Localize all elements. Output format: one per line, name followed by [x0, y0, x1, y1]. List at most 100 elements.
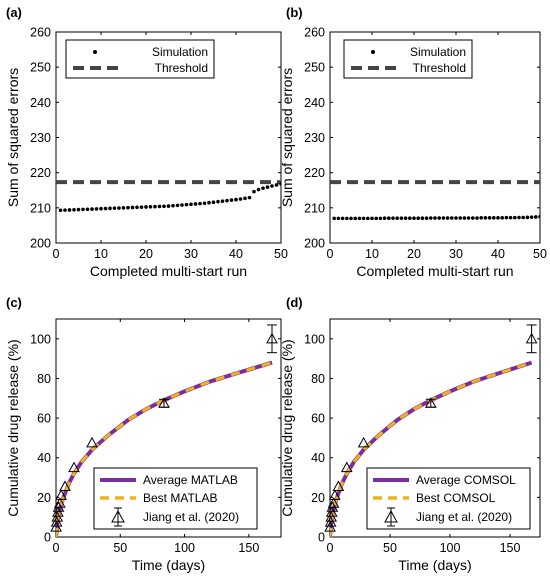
simulation-point: [487, 216, 492, 220]
y-tick-label: 220: [30, 166, 51, 180]
y-axis-label: Sum of squared errors: [5, 68, 21, 207]
x-tick-label: 150: [500, 541, 521, 555]
simulation-point: [256, 187, 261, 192]
simulation-point: [475, 216, 479, 220]
data-triangle: [158, 397, 170, 408]
x-tick-label: 0: [53, 247, 60, 261]
simulation-point: [243, 196, 247, 201]
x-tick-label: 40: [491, 247, 505, 261]
simulation-point: [496, 216, 500, 220]
data-triangle: [55, 489, 67, 500]
simulation-point: [211, 200, 216, 205]
legend-simulation-label: Simulation: [410, 45, 466, 59]
legend-average-label: Average MATLAB: [143, 473, 238, 487]
simulation-point: [76, 207, 81, 212]
simulation-point: [340, 216, 345, 221]
legend-threshold-label: Threshold: [155, 61, 208, 75]
simulation-point: [247, 195, 252, 200]
simulation-point: [521, 215, 525, 220]
simulation-point: [403, 216, 408, 221]
x-axis-label: Time (days): [398, 557, 471, 573]
simulation-point: [193, 202, 198, 206]
simulation-point: [408, 216, 412, 221]
simulation-point: [349, 216, 353, 221]
legend-data-label: Jiang et al. (2020): [143, 510, 239, 524]
panel-c: (c) 0 50 100 150 0 20 40 60 80 100 Time (days) Cumul…: [5, 295, 282, 573]
data-triangle: [68, 461, 80, 473]
simulation-point: [121, 206, 126, 210]
data-triangle: [52, 501, 65, 512]
simulation-point: [525, 215, 530, 220]
simulation-point: [471, 216, 475, 220]
legend-box: [343, 39, 473, 79]
simulation-point: [166, 204, 171, 208]
simulation-point: [483, 216, 488, 220]
legend-triangle-marker: [111, 509, 125, 523]
simulation-point: [126, 205, 130, 210]
simulation-point: [94, 207, 99, 211]
y-tick-label: 40: [311, 451, 325, 465]
simulation-point: [72, 207, 76, 212]
y-tick-label: 260: [30, 26, 51, 40]
simulation-point: [538, 214, 540, 219]
simulation-point: [229, 198, 234, 202]
simulation-point: [180, 203, 184, 207]
simulation-point: [225, 198, 229, 203]
y-tick-label: 100: [304, 332, 325, 346]
data-triangle: [59, 480, 71, 491]
y-axis-label: Cumulative drug release (%): [5, 339, 21, 516]
legend-simulation-marker: [371, 50, 375, 54]
simulation-point: [139, 205, 144, 209]
y-tick-label: 20: [311, 491, 325, 505]
x-axis-label: Time (days): [132, 557, 205, 573]
simulation-point: [504, 215, 509, 220]
simulation-point: [85, 207, 90, 212]
simulation-point: [171, 203, 175, 208]
y-tick-label: 250: [30, 61, 51, 75]
simulation-point: [366, 216, 370, 221]
simulation-point: [207, 200, 211, 205]
x-tick-label: 30: [449, 247, 463, 261]
legend-box: [65, 39, 215, 79]
simulation-point: [517, 215, 521, 220]
y-tick-label: 210: [304, 201, 325, 215]
simulation-point: [336, 216, 341, 221]
y-tick-label: 220: [304, 166, 325, 180]
simulation-point: [261, 186, 265, 190]
simulation-point: [175, 203, 180, 208]
x-tick-label: 50: [383, 541, 397, 555]
simulation-point: [479, 216, 484, 220]
simulation-point: [148, 204, 153, 209]
legend-triangle-marker: [384, 509, 398, 523]
legend-threshold-label: Threshold: [413, 61, 466, 75]
data-triangle: [525, 332, 538, 344]
y-axis-label: Cumulative drug release (%): [279, 339, 295, 516]
simulation-point: [458, 216, 463, 220]
data-triangle: [424, 397, 437, 408]
simulation-point: [234, 197, 238, 202]
y-tick-label: 240: [30, 96, 51, 110]
legend: Simulation Threshold: [65, 39, 215, 79]
y-axis-label: Sum of squared errors: [279, 68, 295, 207]
y-tick-label: 230: [304, 131, 325, 145]
legend-simulation-marker: [93, 50, 97, 54]
y-tick-label: 100: [30, 332, 51, 346]
simulation-point: [198, 201, 202, 206]
simulation-point: [466, 216, 471, 220]
simulation-point: [513, 215, 517, 220]
y-tick-label: 210: [30, 201, 51, 215]
simulation-point: [99, 206, 103, 211]
data-triangle: [86, 436, 98, 448]
legend: Average MATLAB Best MATLAB Jiang et al. (2…: [93, 467, 258, 530]
data-triangle: [332, 480, 345, 491]
x-tick-label: 20: [407, 247, 421, 261]
x-tick-label: 10: [365, 247, 379, 261]
y-tick-label: 80: [311, 372, 325, 386]
simulation-point: [441, 216, 446, 220]
simulation-point: [416, 216, 421, 221]
simulation-point: [274, 183, 279, 187]
simulation-point: [238, 197, 243, 201]
simulation-point: [437, 216, 442, 220]
x-tick-label: 10: [94, 247, 108, 261]
